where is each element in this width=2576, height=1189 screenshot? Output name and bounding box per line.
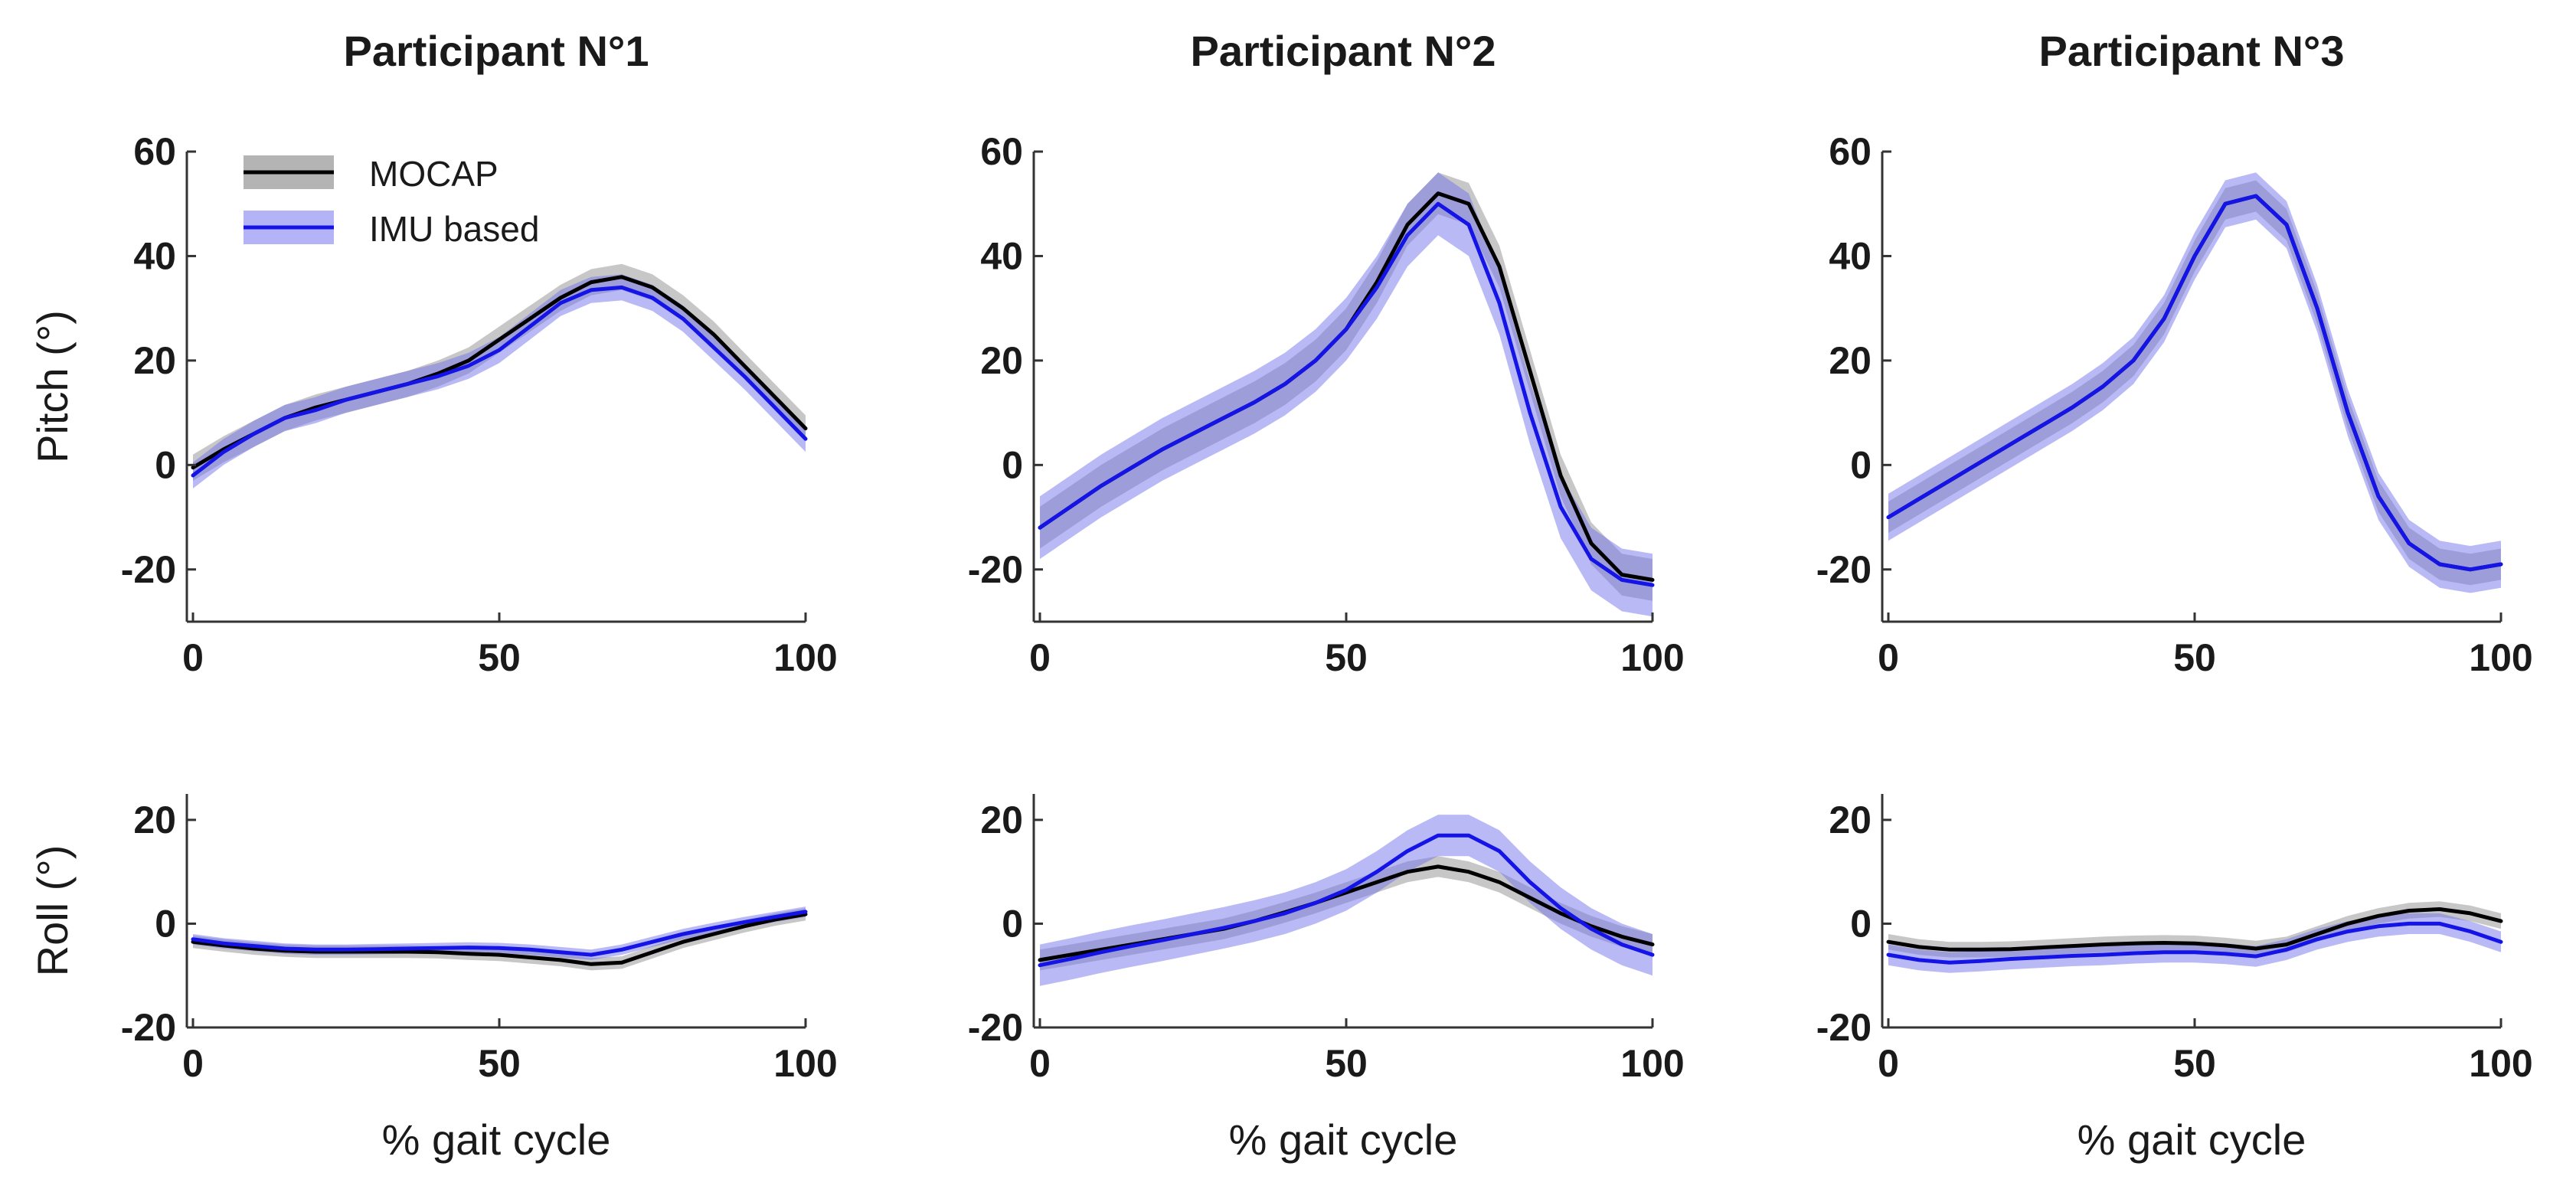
participant-1-pitch-line-mocap — [191, 275, 808, 470]
participant-3-roll-xtick-label: 100 — [2469, 1042, 2532, 1085]
participant-1-pitch-line-imu — [191, 285, 808, 478]
participant-3-pitch-ytick-label: 20 — [1829, 339, 1872, 382]
legend-mocap-label: MOCAP — [369, 154, 499, 194]
participant-2-pitch-ytick-label: 40 — [980, 234, 1023, 277]
participant-1-pitch-xtick-label: 100 — [773, 636, 837, 679]
participant-2-roll-xlabel: % gait cycle — [1229, 1116, 1458, 1164]
participant-2-roll-ytick-label: 20 — [980, 799, 1023, 841]
participant-2-pitch-ytick-label: 0 — [1002, 443, 1023, 486]
participant-3-pitch-ytick-label: 0 — [1850, 443, 1872, 486]
participant-1-roll-line-mocap — [191, 912, 808, 966]
participant-3-roll-ytick-label: -20 — [1816, 1006, 1872, 1049]
participant-3-pitch-panel: -20 0 20 40 60 0 50 100 Participant N°3 — [1816, 27, 2533, 679]
participant-3-roll-ytick-label: 20 — [1829, 799, 1872, 841]
participant-2-roll-xtick-label: 100 — [1620, 1042, 1684, 1085]
participant-3-roll-xlabel: % gait cycle — [2077, 1116, 2306, 1164]
participant-1-pitch-ytick-label: -20 — [121, 548, 176, 591]
participant-1-pitch-ytick-label: 0 — [155, 443, 176, 486]
participant-1-pitch-panel: -20 0 20 40 60 0 50 100 Participant N°1 Pitch (°) — [28, 27, 838, 679]
participant-1-roll-xlabel: % gait cycle — [382, 1116, 611, 1164]
participant-1-pitch-ytick-label: 40 — [133, 234, 176, 277]
participant-3-pitch-band-imu — [1888, 172, 2501, 593]
participant-2-pitch-line-imu — [1038, 201, 1655, 587]
participant-2-pitch-ytick-label: 60 — [980, 130, 1023, 173]
participant-2-roll-band-imu — [1040, 815, 1652, 986]
participant-3-pitch-xtick-label: 50 — [2173, 636, 2216, 679]
participant-1-pitch-xtick-label: 0 — [182, 636, 204, 679]
participant-3-pitch-ytick-label: 40 — [1829, 234, 1872, 277]
participant-3-pitch-xtick-label: 100 — [2469, 636, 2532, 679]
participant-2-roll-ytick-label: 0 — [1002, 902, 1023, 945]
legend-imu-label: IMU based — [369, 209, 539, 249]
participant-1-pitch-title: Participant N°1 — [344, 27, 649, 75]
participant-3-roll-line-mocap — [1886, 907, 2503, 952]
participant-2-pitch-xtick-label: 100 — [1620, 636, 1684, 679]
participant-2-pitch-ytick-label: -20 — [968, 548, 1023, 591]
participant-3-roll-line-imu — [1886, 921, 2503, 965]
participant-1-roll-xtick-label: 100 — [773, 1042, 837, 1085]
participant-2-roll-line-imu — [1038, 833, 1655, 968]
participant-1-roll-ytick-label: 20 — [133, 799, 176, 841]
legend: MOCAP IMU based — [244, 154, 539, 249]
participant-1-roll-band-imu — [193, 906, 806, 960]
participant-1-pitch-ytick-label: 20 — [133, 339, 176, 382]
participant-1-pitch-ylabel: Pitch (°) — [28, 310, 77, 463]
participant-1-pitch-band-imu — [193, 274, 806, 488]
participant-3-pitch-xtick-label: 0 — [1878, 636, 1899, 679]
participant-1-roll-line-imu — [191, 910, 808, 957]
participant-2-roll-xtick-label: 50 — [1325, 1042, 1368, 1085]
participant-2-pitch-title: Participant N°2 — [1191, 27, 1496, 75]
participant-3-roll-xtick-label: 50 — [2173, 1042, 2216, 1085]
participant-2-roll-xtick-label: 0 — [1029, 1042, 1051, 1085]
participant-3-roll-band-mocap — [1888, 901, 2501, 958]
participant-3-roll-ytick-label: 0 — [1850, 902, 1872, 945]
participant-1-roll-xtick-label: 0 — [182, 1042, 204, 1085]
participant-1-roll-ytick-label: 0 — [155, 902, 176, 945]
participant-3-roll-xtick-label: 0 — [1878, 1042, 1899, 1085]
participant-1-pitch-xtick-label: 50 — [478, 636, 521, 679]
participant-2-pitch-xtick-label: 0 — [1029, 636, 1051, 679]
participant-3-pitch-ytick-label: -20 — [1816, 548, 1872, 591]
participant-3-pitch-line-imu — [1886, 194, 2503, 572]
participant-3-pitch-title: Participant N°3 — [2039, 27, 2345, 75]
participant-2-roll-ytick-label: -20 — [968, 1006, 1023, 1049]
participant-1-roll-band-mocap — [193, 908, 806, 971]
participant-1-pitch-band-mocap — [193, 263, 806, 481]
participant-2-pitch-xtick-label: 50 — [1325, 636, 1368, 679]
participant-2-pitch-panel: -20 0 20 40 60 0 50 100 Participant N°2 — [968, 27, 1685, 679]
participant-2-pitch-band-imu — [1040, 172, 1652, 617]
participant-1-roll-ytick-label: -20 — [121, 1006, 176, 1049]
participant-2-pitch-ytick-label: 20 — [980, 339, 1023, 382]
participant-1-roll-ylabel: Roll (°) — [28, 845, 77, 977]
participant-1-pitch-ytick-label: 60 — [133, 130, 176, 173]
participant-1-roll-xtick-label: 50 — [478, 1042, 521, 1085]
participant-3-pitch-ytick-label: 60 — [1829, 130, 1872, 173]
